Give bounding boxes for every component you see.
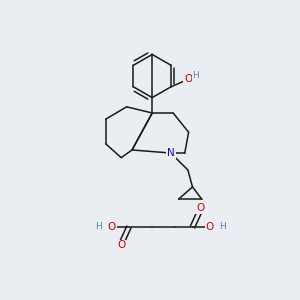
Text: O: O	[206, 222, 214, 232]
Text: O: O	[108, 222, 116, 232]
Text: O: O	[184, 74, 192, 84]
Text: O: O	[117, 240, 125, 250]
Text: H: H	[192, 71, 199, 80]
Text: H: H	[95, 223, 102, 232]
Text: O: O	[196, 203, 204, 214]
Text: N: N	[167, 148, 175, 158]
Text: H: H	[219, 223, 226, 232]
